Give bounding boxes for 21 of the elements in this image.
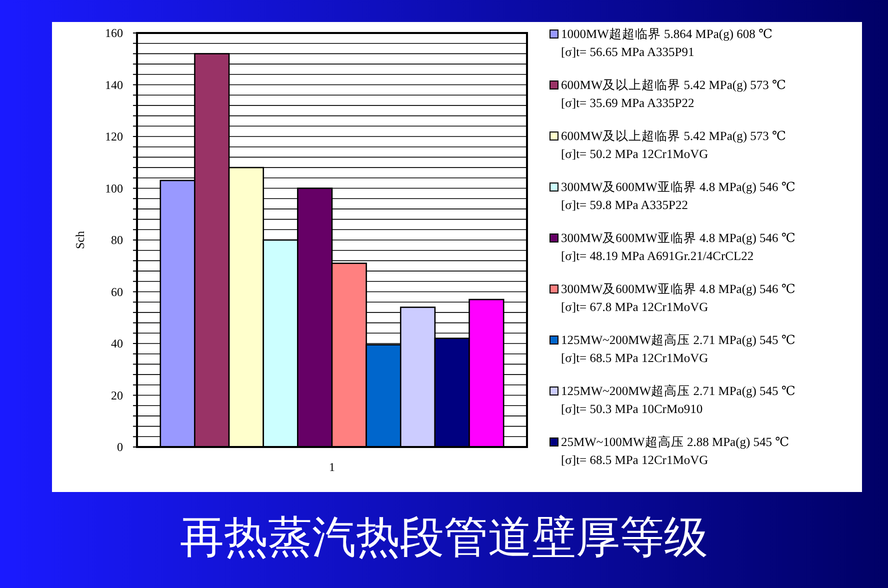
legend-label: 125MW~200MW超高压 2.71 MPa(g) 545 ℃ [σ]t= 68.5 MPa 12Cr1MoVG (561, 332, 796, 365)
y-tick-label: 60 (111, 284, 123, 299)
legend-label: 25MW~100MW超高压 2.88 MPa(g) 545 ℃ [σ]t= 68.5 MPa 12Cr1MoVG (561, 434, 790, 467)
y-tick-label: 100 (105, 181, 123, 196)
y-tick-label: 140 (105, 78, 123, 92)
y-axis-title: Sch (73, 231, 87, 249)
y-tick-label: 160 (105, 26, 123, 40)
y-tick-label: 80 (111, 233, 123, 247)
legend-label: 300MW及600MW亚临界 4.8 MPa(g) 546 ℃ [σ]t= 59.8 MPa A335P22 (561, 180, 796, 212)
legend-label: 1000MW超超临界 5.864 MPa(g) 608 ℃ [σ]t= 56.65 MPa A335P91 (561, 27, 772, 59)
x-tick-label: 1 (329, 460, 335, 474)
y-tick-label: 0 (117, 440, 123, 454)
legend-label: 300MW及600MW亚临界 4.8 MPa(g) 546 ℃ [σ]t= 67.8 MPa 12Cr1MoVG (561, 282, 796, 314)
legend-label: 600MW及以上超临界 5.42 MPa(g) 573 ℃ [σ]t= 35.69 MPa A335P22 (561, 78, 786, 110)
y-tick-label: 40 (111, 336, 123, 350)
legend-label: 600MW及以上超临界 5.42 MPa(g) 573 ℃ [σ]t= 50.2 MPa 12Cr1MoVG (561, 129, 786, 161)
text: 再热蒸汽热段管道壁厚等级 (180, 513, 708, 562)
y-tick-label: 20 (111, 388, 123, 402)
legend-label: 300MW及600MW亚临界 4.8 MPa(g) 546 ℃ [σ]t= 48.19 MPa A691Gr.21/4CrCL22 (561, 231, 796, 263)
legend-label: 125MW~200MW超高压 2.71 MPa(g) 545 ℃ [σ]t= 50.3 MPa 10CrMo910 (561, 383, 796, 416)
y-tick-label: 120 (105, 130, 123, 144)
